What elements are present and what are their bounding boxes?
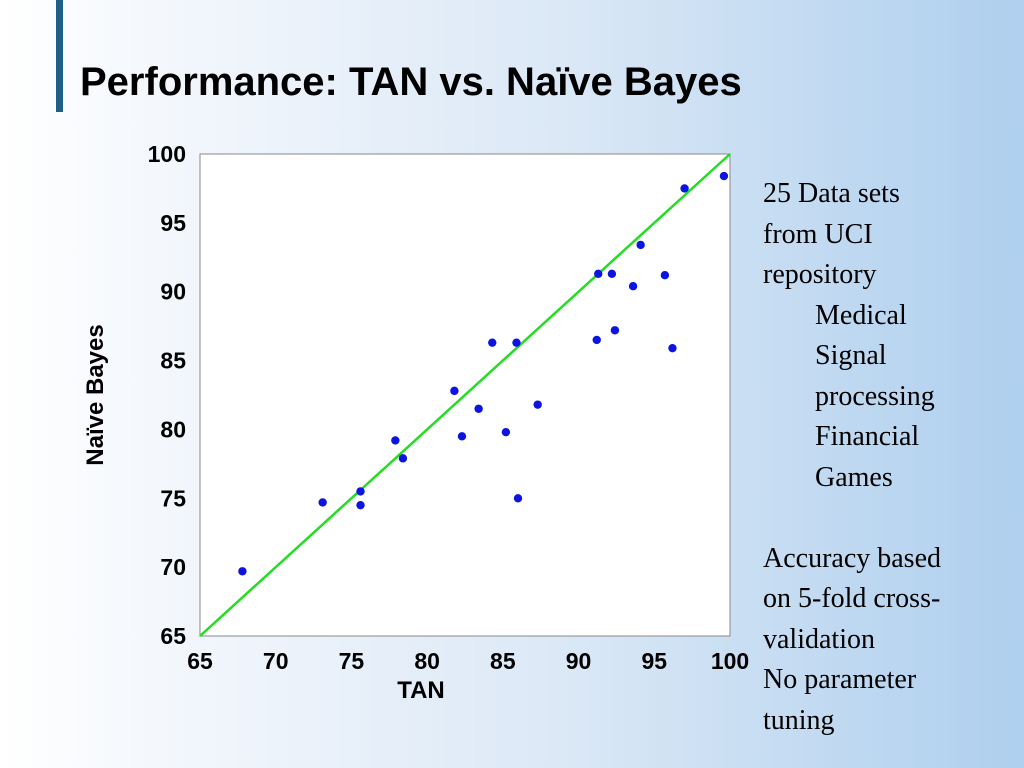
data-point — [719, 171, 729, 181]
x-tick-label: 65 — [187, 648, 213, 674]
y-axis: 65 70 75 80 85 90 95 100 — [148, 141, 187, 649]
y-tick-label: 65 — [160, 623, 186, 649]
diagonal-reference-line — [199, 153, 731, 637]
data-point — [533, 400, 542, 409]
domain-line: Financial — [815, 421, 920, 452]
data-point — [594, 269, 603, 279]
slide-title: Performance: TAN vs. Naïve Bayes — [80, 60, 742, 104]
data-point — [628, 282, 638, 291]
data-point — [610, 326, 620, 335]
x-tick-label: 90 — [566, 648, 592, 674]
x-tick-label: 100 — [711, 648, 749, 674]
data-points — [238, 171, 729, 576]
data-point — [501, 427, 511, 437]
domain-line: Signal — [815, 340, 887, 371]
domain-line: Medical — [815, 299, 907, 331]
x-axis-title: TAN — [397, 677, 445, 704]
x-axis: 65 70 75 80 85 90 95 100 — [187, 648, 749, 674]
x-tick-label: 70 — [263, 648, 289, 674]
note-spacer — [763, 498, 1013, 539]
y-tick-label: 90 — [160, 279, 186, 305]
y-tick-label: 100 — [148, 141, 186, 167]
domain-line: processing — [815, 380, 935, 412]
note-line: on 5-fold cross- — [763, 583, 941, 614]
note-line: validation — [763, 623, 875, 655]
x-tick-label: 85 — [490, 648, 516, 674]
data-point — [660, 270, 670, 280]
data-point — [398, 454, 408, 463]
data-point — [474, 404, 483, 413]
y-tick-label: 95 — [160, 210, 186, 236]
x-tick-label: 80 — [414, 648, 440, 674]
x-tick-label: 95 — [641, 648, 667, 674]
data-point — [512, 338, 521, 347]
data-point — [356, 500, 365, 510]
data-point — [592, 335, 601, 345]
y-axis-title: Naïve Bayes — [82, 324, 109, 465]
note-line: repository — [763, 259, 877, 290]
note-line: from UCI — [763, 218, 873, 250]
data-point — [457, 432, 467, 441]
note-line: tuning — [763, 704, 835, 736]
data-point — [680, 184, 689, 193]
title-accent-bar — [56, 0, 63, 112]
data-point — [488, 338, 497, 347]
data-point — [513, 494, 523, 503]
notes-panel: 25 Data sets from UCI repository Medical… — [763, 174, 1013, 741]
y-tick-label: 70 — [160, 554, 186, 580]
x-tick-label: 75 — [339, 648, 365, 674]
y-tick-label: 85 — [160, 348, 186, 374]
data-point — [450, 386, 459, 396]
data-point — [668, 343, 677, 353]
data-point — [607, 269, 617, 279]
y-tick-label: 75 — [160, 485, 186, 511]
domain-line: Games — [815, 461, 893, 493]
data-point — [356, 487, 365, 496]
data-point — [636, 240, 645, 250]
note-line: Accuracy based — [763, 542, 942, 574]
note-line: No parameter — [763, 664, 917, 695]
y-tick-label: 80 — [160, 416, 186, 442]
data-point — [318, 498, 327, 507]
data-point — [391, 436, 400, 445]
data-point — [238, 567, 247, 576]
note-line: 25 Data sets — [763, 178, 900, 209]
